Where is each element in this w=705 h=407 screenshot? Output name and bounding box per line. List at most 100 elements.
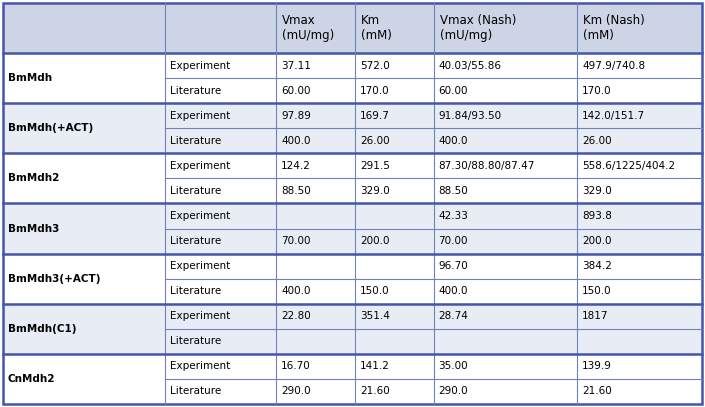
Text: 169.7: 169.7 [360, 111, 390, 121]
Bar [165, 379, 276, 404]
Text: 35.00: 35.00 [439, 361, 468, 372]
Text: 88.50: 88.50 [281, 186, 311, 196]
Text: 88.50: 88.50 [439, 186, 468, 196]
Bar [276, 204, 355, 228]
Text: 139.9: 139.9 [582, 361, 612, 372]
Text: 893.8: 893.8 [582, 211, 612, 221]
Bar [434, 53, 577, 78]
Text: 384.2: 384.2 [582, 261, 612, 271]
Bar [434, 103, 577, 128]
Text: Literature: Literature [170, 186, 221, 196]
Bar [276, 3, 355, 53]
Bar [434, 78, 577, 103]
Text: Experiment: Experiment [170, 311, 231, 321]
Text: Literature: Literature [170, 286, 221, 296]
Bar [434, 204, 577, 228]
Text: 572.0: 572.0 [360, 61, 390, 70]
Bar [165, 53, 276, 78]
Text: 60.00: 60.00 [281, 85, 311, 96]
Text: 37.11: 37.11 [281, 61, 311, 70]
Text: BmMdh: BmMdh [8, 73, 52, 83]
Text: 21.60: 21.60 [360, 387, 390, 396]
Text: 96.70: 96.70 [439, 261, 468, 271]
Text: 26.00: 26.00 [360, 136, 389, 146]
Text: 497.9/740.8: 497.9/740.8 [582, 61, 645, 70]
Bar [165, 228, 276, 254]
Text: BmMdh2: BmMdh2 [8, 173, 59, 184]
Bar [165, 254, 276, 279]
Bar [276, 354, 355, 379]
Bar [355, 379, 434, 404]
Text: 351.4: 351.4 [360, 311, 390, 321]
Text: Vmax
(mU/mg): Vmax (mU/mg) [282, 14, 334, 42]
Text: 291.5: 291.5 [360, 161, 390, 171]
Bar [434, 379, 577, 404]
Bar [165, 304, 276, 329]
Bar [276, 329, 355, 354]
Bar [276, 304, 355, 329]
Text: 40.03/55.86: 40.03/55.86 [439, 61, 501, 70]
Bar [165, 3, 276, 53]
Bar [355, 329, 434, 354]
Text: 70.00: 70.00 [439, 236, 468, 246]
Text: 16.70: 16.70 [281, 361, 311, 372]
Text: Experiment: Experiment [170, 61, 231, 70]
Bar [577, 354, 702, 379]
Text: 70.00: 70.00 [281, 236, 311, 246]
Text: 97.89: 97.89 [281, 111, 311, 121]
Text: 142.0/151.7: 142.0/151.7 [582, 111, 645, 121]
Bar [3, 53, 165, 103]
Bar [165, 128, 276, 153]
Bar [3, 304, 165, 354]
Bar [165, 103, 276, 128]
Text: 22.80: 22.80 [281, 311, 311, 321]
Text: 150.0: 150.0 [582, 286, 612, 296]
Bar [577, 178, 702, 204]
Bar [577, 228, 702, 254]
Text: 26.00: 26.00 [582, 136, 612, 146]
Bar [276, 279, 355, 304]
Text: Km (Nash)
(mM): Km (Nash) (mM) [583, 14, 645, 42]
Bar [577, 254, 702, 279]
Bar [355, 178, 434, 204]
Bar [434, 279, 577, 304]
Text: 200.0: 200.0 [582, 236, 611, 246]
Bar [276, 53, 355, 78]
Text: Km
(mM): Km (mM) [361, 14, 392, 42]
Bar [434, 329, 577, 354]
Text: 60.00: 60.00 [439, 85, 468, 96]
Bar [276, 78, 355, 103]
Text: 91.84/93.50: 91.84/93.50 [439, 111, 502, 121]
Text: 170.0: 170.0 [582, 85, 612, 96]
Text: 87.30/88.80/87.47: 87.30/88.80/87.47 [439, 161, 535, 171]
Bar [577, 204, 702, 228]
Bar [3, 254, 165, 304]
Bar [165, 178, 276, 204]
Bar [355, 354, 434, 379]
Bar [276, 128, 355, 153]
Bar [276, 379, 355, 404]
Bar [355, 254, 434, 279]
Bar [355, 3, 434, 53]
Text: Experiment: Experiment [170, 111, 231, 121]
Bar [434, 304, 577, 329]
Text: 400.0: 400.0 [439, 136, 468, 146]
Bar [276, 228, 355, 254]
Bar [355, 53, 434, 78]
Text: BmMdh3(+ACT): BmMdh3(+ACT) [8, 274, 101, 284]
Bar [276, 254, 355, 279]
Text: Experiment: Experiment [170, 261, 231, 271]
Bar [577, 379, 702, 404]
Text: Literature: Literature [170, 236, 221, 246]
Text: 1817: 1817 [582, 311, 608, 321]
Bar [577, 304, 702, 329]
Bar [355, 279, 434, 304]
Text: 141.2: 141.2 [360, 361, 390, 372]
Bar [355, 204, 434, 228]
Bar [434, 153, 577, 178]
Bar [276, 178, 355, 204]
Text: BmMdh(C1): BmMdh(C1) [8, 324, 77, 334]
Bar [165, 204, 276, 228]
Text: 170.0: 170.0 [360, 85, 389, 96]
Text: CnMdh2: CnMdh2 [8, 374, 56, 384]
